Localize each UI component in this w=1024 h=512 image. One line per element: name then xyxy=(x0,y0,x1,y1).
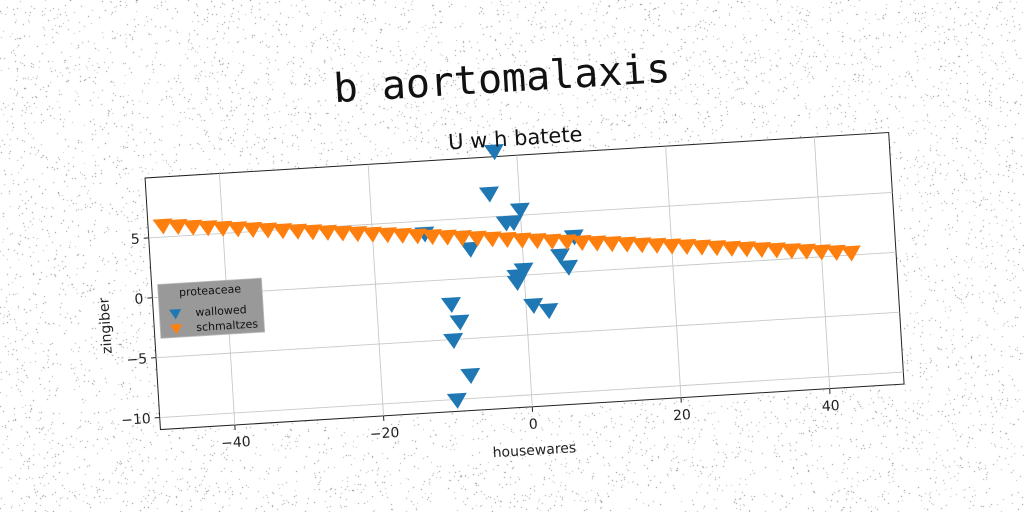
data-point-schmaltzes xyxy=(571,234,592,251)
data-point-schmaltzes xyxy=(511,232,532,249)
data-point-schmaltzes xyxy=(257,222,278,239)
data-point-wallowed xyxy=(443,332,464,349)
y-grid-line xyxy=(159,371,904,419)
series-schmaltzes xyxy=(152,218,861,262)
data-point-schmaltzes xyxy=(317,224,338,241)
data-point-schmaltzes xyxy=(676,238,697,255)
data-point-wallowed xyxy=(478,186,499,203)
legend-label-schmaltzes: schmaltzes xyxy=(196,317,259,334)
data-point-wallowed xyxy=(538,303,559,320)
legend-box xyxy=(157,277,266,339)
data-point-schmaltzes xyxy=(631,237,652,254)
data-point-schmaltzes xyxy=(691,239,712,256)
data-point-schmaltzes xyxy=(810,244,831,261)
y-grid-line xyxy=(156,311,900,359)
data-point-schmaltzes xyxy=(556,234,577,251)
data-point-schmaltzes xyxy=(376,227,397,244)
data-point-schmaltzes xyxy=(182,219,203,236)
y-tick-label: −5 xyxy=(126,351,148,368)
y-tick-label: 5 xyxy=(130,231,140,248)
y-tick-label: 0 xyxy=(134,291,144,308)
data-point-schmaltzes xyxy=(167,218,188,236)
data-point-wallowed xyxy=(440,296,461,314)
data-point-schmaltzes xyxy=(242,221,263,239)
data-point-schmaltzes xyxy=(212,220,233,237)
data-point-wallowed xyxy=(558,259,579,276)
y-axis-label: zingiber xyxy=(96,297,115,354)
data-point-schmaltzes xyxy=(152,218,173,235)
data-point-schmaltzes xyxy=(601,236,622,253)
x-tick-label: 0 xyxy=(528,417,538,434)
data-point-wallowed xyxy=(495,215,516,232)
legend-marker-wallowed xyxy=(169,309,182,320)
data-point-schmaltzes xyxy=(496,231,517,248)
data-point-schmaltzes xyxy=(406,228,427,245)
data-point-wallowed xyxy=(506,274,527,291)
data-point-schmaltzes xyxy=(840,245,861,262)
data-point-schmaltzes xyxy=(646,237,667,254)
data-point-schmaltzes xyxy=(736,241,757,258)
data-point-schmaltzes xyxy=(481,231,502,248)
y-tick-label: −10 xyxy=(121,411,151,429)
data-point-schmaltzes xyxy=(436,229,457,246)
data-point-schmaltzes xyxy=(780,243,801,260)
data-point-schmaltzes xyxy=(287,223,308,240)
data-point-schmaltzes xyxy=(586,235,607,252)
legend: proteaceae wallowed schmaltzes xyxy=(157,277,266,339)
legend-label-wallowed: wallowed xyxy=(195,303,247,319)
data-point-schmaltzes xyxy=(766,242,786,259)
data-point-schmaltzes xyxy=(391,227,412,244)
data-point-schmaltzes xyxy=(421,228,442,246)
data-point-schmaltzes xyxy=(197,220,218,237)
data-point-schmaltzes xyxy=(451,230,472,247)
plot-axes: −40 −20 0 20 40 −10 −5 0 5 U w h batete housewar… xyxy=(96,122,905,461)
data-point-schmaltzes xyxy=(721,240,742,257)
legend-marker-schmaltzes xyxy=(170,324,183,335)
figure-suptitle: b aortomalaxis xyxy=(332,46,671,112)
data-point-schmaltzes xyxy=(302,224,323,241)
data-point-schmaltzes xyxy=(751,241,772,258)
data-point-schmaltzes xyxy=(347,225,368,243)
data-point-wallowed xyxy=(523,297,544,315)
x-tick-label: −40 xyxy=(221,434,251,452)
data-point-schmaltzes xyxy=(541,233,562,250)
plot-title: U w h batete xyxy=(448,122,584,154)
data-point-schmaltzes xyxy=(362,226,382,243)
data-point-schmaltzes xyxy=(661,238,682,255)
data-point-schmaltzes xyxy=(526,233,547,250)
data-point-wallowed xyxy=(449,314,470,331)
data-series xyxy=(152,144,861,409)
data-point-wallowed xyxy=(549,248,570,265)
data-point-wallowed xyxy=(459,241,480,258)
x-grid-line xyxy=(516,155,533,407)
x-grid-line xyxy=(367,164,384,416)
x-tick-label: 20 xyxy=(673,407,692,424)
data-point-schmaltzes xyxy=(466,230,487,247)
data-point-schmaltzes xyxy=(332,225,353,242)
data-point-schmaltzes xyxy=(616,236,637,253)
x-grid-line xyxy=(665,146,682,398)
data-point-schmaltzes xyxy=(227,221,248,238)
data-point-wallowed xyxy=(446,392,467,409)
data-point-wallowed xyxy=(460,367,481,384)
data-point-schmaltzes xyxy=(795,243,816,260)
data-point-wallowed xyxy=(509,202,530,219)
x-axis-label: housewares xyxy=(492,440,576,461)
x-grid-line xyxy=(813,137,831,389)
data-point-schmaltzes xyxy=(825,244,846,261)
axis-ticks: −40 −20 0 20 40 −10 −5 0 5 xyxy=(121,231,840,452)
data-point-schmaltzes xyxy=(706,240,727,257)
legend-title: proteaceae xyxy=(179,282,242,299)
x-tick-label: 40 xyxy=(821,398,840,415)
data-point-wallowed xyxy=(483,144,504,161)
data-point-schmaltzes xyxy=(272,223,293,240)
x-tick-label: −20 xyxy=(369,425,399,443)
